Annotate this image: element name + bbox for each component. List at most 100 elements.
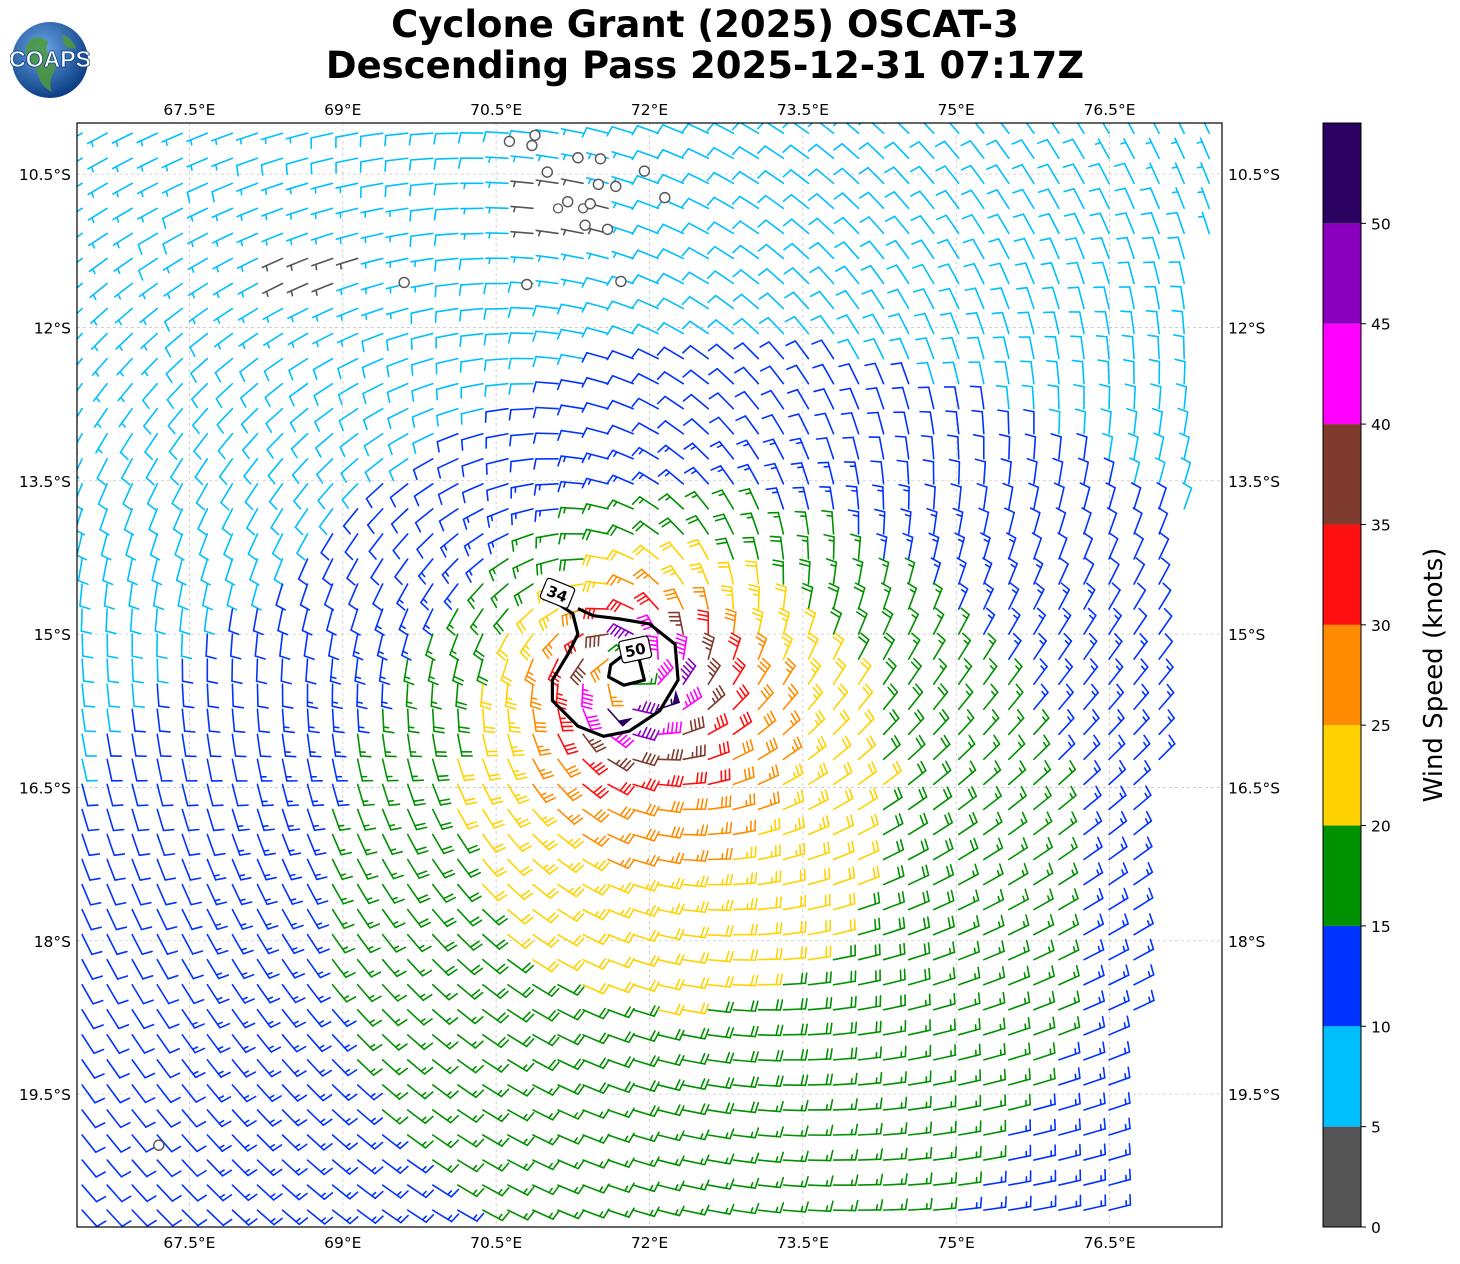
wind-barb <box>581 554 609 567</box>
wind-barb <box>181 983 205 1005</box>
wind-barb <box>431 1034 459 1050</box>
wind-barb <box>707 1051 735 1064</box>
wind-barb <box>180 633 193 660</box>
wind-barb <box>281 958 306 979</box>
wind-barb <box>1067 286 1085 310</box>
wind-barb <box>88 232 108 249</box>
wind-barb <box>482 708 496 734</box>
wind-barb <box>246 508 259 536</box>
wind-barb <box>884 166 910 185</box>
wind-barb <box>1094 138 1110 160</box>
wind-barb <box>81 883 102 906</box>
wind-barb <box>165 357 184 384</box>
wind-barb <box>732 819 756 836</box>
wind-barb <box>801 582 814 610</box>
wind-barb <box>874 508 886 535</box>
colorbar-bin <box>1323 524 1361 625</box>
wind-barb <box>932 941 956 961</box>
wind-barb <box>482 1109 510 1123</box>
wind-barb <box>416 533 434 559</box>
wind-barb <box>882 787 903 811</box>
wind-barb <box>982 632 997 660</box>
wind-barb <box>1083 734 1101 761</box>
x-tick-label-bottom: 69°E <box>324 1234 361 1252</box>
wind-barb <box>558 532 584 545</box>
wind-barb <box>406 1184 435 1199</box>
calm-circle <box>584 198 596 210</box>
wind-barb <box>189 332 209 358</box>
colorbar-bin <box>1323 825 1361 926</box>
wind-barb <box>783 267 810 285</box>
contour-line-34 <box>541 589 680 738</box>
wind-barb <box>807 945 832 961</box>
wind-barb <box>507 1084 535 1097</box>
x-tick-label-top: 73.5°E <box>777 101 829 119</box>
wind-barb <box>707 1153 735 1165</box>
wind-barb <box>995 385 1010 410</box>
x-tick-label-top: 70.5°E <box>470 101 522 119</box>
wind-barb <box>607 1107 635 1118</box>
wind-barb <box>872 484 885 510</box>
wind-barb <box>1008 862 1029 886</box>
wind-barb <box>281 983 306 1004</box>
wind-barb <box>823 533 835 560</box>
wind-barb <box>1108 734 1126 761</box>
wind-barb <box>1058 760 1077 786</box>
wind-barb <box>932 1044 956 1061</box>
wind-barb <box>408 157 434 171</box>
wind-barb <box>206 933 229 955</box>
wind-barb <box>782 816 806 836</box>
wind-barb <box>256 1159 283 1177</box>
wind-barb <box>156 733 172 758</box>
wind-barb <box>270 508 284 536</box>
wind-barb <box>1018 336 1035 360</box>
wind-barb <box>1108 862 1129 886</box>
wind-barb <box>1108 557 1120 585</box>
wind-barb <box>310 232 334 245</box>
wind-barb <box>782 1049 809 1061</box>
wind-barb <box>1033 785 1052 811</box>
wind-barb <box>706 221 735 235</box>
wind-barb <box>356 808 377 831</box>
wind-barb <box>1108 1193 1132 1211</box>
wind-barb <box>77 282 83 289</box>
wind-barb <box>1133 658 1149 686</box>
wind-barb <box>488 558 509 582</box>
wind-barb <box>532 958 560 973</box>
wind-barb <box>256 958 280 979</box>
wind-barb <box>607 956 635 969</box>
wind-barb <box>582 1133 610 1144</box>
wind-barb <box>907 734 926 761</box>
wind-barb <box>558 558 584 572</box>
wind-barb <box>77 207 83 213</box>
wind-barb <box>782 736 803 761</box>
wind-barb <box>1008 991 1031 1011</box>
wind-barb <box>457 1184 485 1198</box>
wind-barb <box>710 465 735 485</box>
wind-barb <box>682 418 710 435</box>
wind-barb <box>195 483 209 511</box>
wind-barb <box>732 1127 760 1139</box>
wind-barb <box>882 1019 907 1036</box>
wind-barb <box>887 288 910 310</box>
wind-barb <box>607 1207 635 1218</box>
wind-barb <box>335 182 359 194</box>
wind-barb <box>858 142 885 160</box>
wind-barb <box>434 307 459 323</box>
wind-barb <box>106 1034 130 1054</box>
wind-barb <box>935 165 960 185</box>
wind-barb <box>268 483 284 510</box>
wind-barb <box>832 632 845 660</box>
wind-barb <box>607 1157 635 1168</box>
x-tick-label-bottom: 76.5°E <box>1084 1234 1136 1252</box>
wind-barb <box>281 758 298 782</box>
wind-barb <box>682 1052 710 1065</box>
y-tick-label-right: 18°S <box>1228 933 1265 951</box>
wind-barb <box>131 1209 157 1227</box>
wind-barb <box>77 157 83 163</box>
wind-barb <box>372 583 384 611</box>
wind-barb <box>350 608 361 636</box>
wind-barb <box>131 958 154 980</box>
wind-barb <box>331 883 354 905</box>
wind-barb <box>889 337 910 360</box>
